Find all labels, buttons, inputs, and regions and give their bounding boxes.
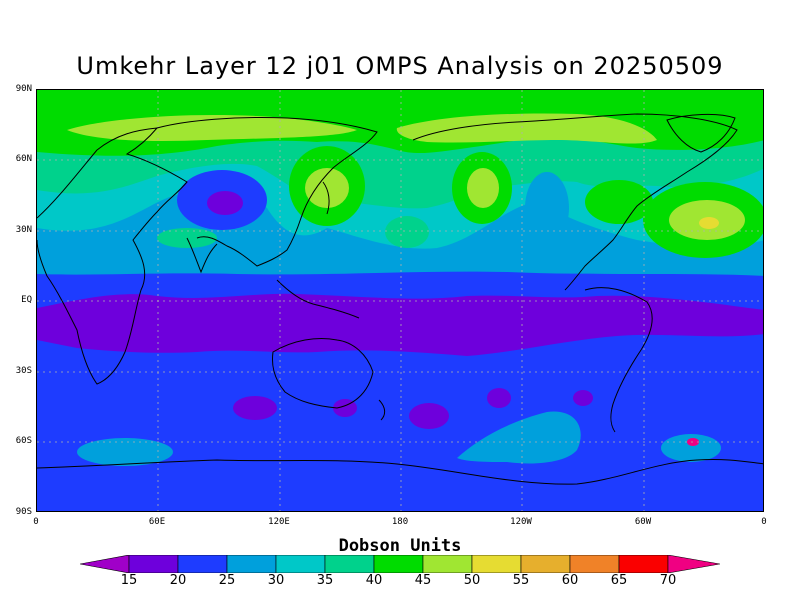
field-45-50-north — [67, 114, 357, 141]
field-15-20-s4 — [487, 388, 511, 408]
lon-label-180: 180 — [391, 517, 409, 527]
colorbar-45-50 — [422, 555, 473, 573]
lat-label-60s: 60S — [15, 436, 32, 446]
field-25-30-s1 — [77, 438, 173, 466]
lat-label-30n: 30N — [15, 225, 32, 235]
colorbar-label-45: 45 — [414, 573, 432, 588]
lat-label-90s: 90S — [15, 507, 32, 517]
colorbar-label-35: 35 — [316, 573, 334, 588]
field-45-50-japan — [305, 168, 349, 208]
colorbar-label-20: 20 — [169, 573, 187, 588]
colorbar-label-55: 55 — [512, 573, 530, 588]
colorbar-below15 — [80, 555, 130, 573]
coastlines — [37, 113, 763, 485]
ozone-map-canvas — [37, 90, 763, 511]
lon-label-120w: 120W — [510, 517, 532, 527]
lon-label-0: 0 — [33, 517, 39, 527]
lat-label-30s: 30S — [15, 366, 32, 376]
lon-label-0-end: 0 — [761, 517, 767, 527]
colorbar-40-45 — [373, 555, 424, 573]
page-title: Umkehr Layer 12 j01 OMPS Analysis on 202… — [76, 52, 724, 80]
field-15-20-s1 — [233, 396, 277, 420]
field-25-30-s2 — [457, 411, 581, 464]
field-25-30-s3 — [661, 434, 721, 462]
colorbar — [80, 555, 720, 573]
lon-label-60e: 60E — [148, 517, 166, 527]
field-45-50-pacific — [396, 113, 657, 144]
colorbar-15-20 — [128, 555, 179, 573]
field-15-20-tropics — [37, 293, 763, 356]
lon-label-120e: 120E — [268, 517, 290, 527]
field-40-45-canada — [585, 180, 653, 224]
colorbar-title: Dobson Units — [338, 536, 462, 556]
ozone-map — [36, 89, 764, 512]
lat-label-90n: 90N — [15, 84, 32, 94]
colorbar-label-60: 60 — [561, 573, 579, 588]
colorbar-above70 — [667, 555, 720, 573]
colorbar-label-40: 40 — [365, 573, 383, 588]
colorbar-55-60 — [520, 555, 571, 573]
field-35-40-pacific — [385, 216, 429, 248]
field-15-20-s5 — [573, 390, 593, 406]
field-15-20-asia — [207, 191, 243, 215]
field-25-30-pacific — [525, 172, 569, 244]
lat-label-eq: EQ — [21, 295, 32, 305]
colorbar-35-40 — [324, 555, 375, 573]
lon-label-60w: 60W — [634, 517, 652, 527]
colorbar-65-70 — [618, 555, 669, 573]
colorbar-label-65: 65 — [610, 573, 628, 588]
colorbar-label-50: 50 — [463, 573, 481, 588]
lat-label-60n: 60N — [15, 154, 32, 164]
colorbar-30-35 — [275, 555, 326, 573]
colorbar-50-55 — [471, 555, 522, 573]
colorbar-label-15: 15 — [120, 573, 138, 588]
colorbar-25-30 — [226, 555, 277, 573]
field-45-50-pacific-blob — [467, 168, 499, 208]
colorbar-60-65 — [569, 555, 620, 573]
field-50-55-atlantic — [699, 217, 719, 229]
colorbar-20-25 — [177, 555, 228, 573]
colorbar-label-30: 30 — [267, 573, 285, 588]
colorbar-label-25: 25 — [218, 573, 236, 588]
field-15-20-s3 — [409, 403, 449, 429]
graticule — [37, 90, 763, 511]
colorbar-label-70: 70 — [659, 573, 677, 588]
